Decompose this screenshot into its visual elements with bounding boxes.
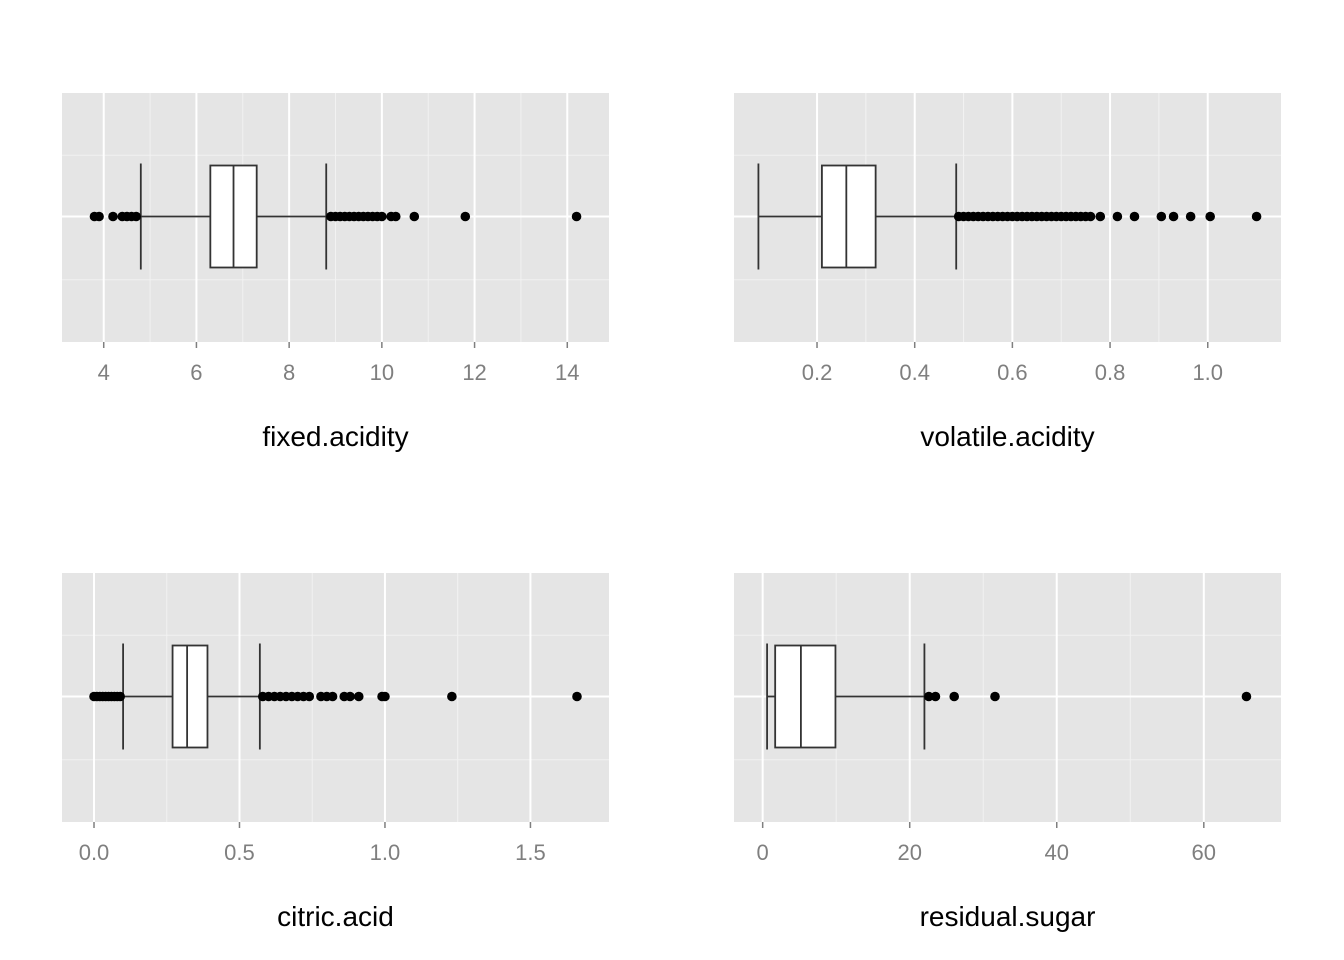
outlier-point (447, 691, 457, 702)
x-tick-label: 20 (897, 840, 921, 865)
outlier-point (327, 691, 338, 702)
outlier-point (1095, 211, 1106, 222)
outlier-point (304, 691, 315, 702)
panel-volatile-acidity: 0.2 0.4 0.6 0.8 1.0 volatile.acidity (734, 93, 1281, 452)
x-tick-label: 6 (190, 360, 202, 385)
outlier-point (131, 211, 141, 222)
x-tick-label: 0 (757, 840, 769, 865)
x-axis-title: volatile.acidity (920, 421, 1094, 452)
outlier-point (1241, 691, 1252, 702)
outlier-point (1205, 211, 1215, 222)
x-axis-title: citric.acid (277, 901, 394, 932)
x-axis-title: residual.sugar (920, 901, 1096, 932)
outlier-point (115, 691, 125, 702)
outlier-point (572, 691, 582, 702)
x-tick-label: 60 (1192, 840, 1216, 865)
x-tick-label: 1.5 (515, 840, 546, 865)
x-tick-label: 12 (462, 360, 486, 385)
x-tick-label: 1.0 (370, 840, 401, 865)
outlier-point (1251, 211, 1262, 222)
x-tick-label: 0.2 (802, 360, 833, 385)
x-tick-label: 0.5 (224, 840, 255, 865)
outlier-point (345, 691, 355, 702)
outlier-point (353, 691, 364, 702)
panel-fixed-acidity: 4 6 8 10 12 14 fixed.acidity (62, 93, 609, 452)
iqr-box (821, 164, 877, 269)
outlier-point (390, 211, 401, 222)
outlier-point (1129, 211, 1140, 222)
outlier-point (108, 211, 118, 222)
panel-residual-sugar: 0 20 40 60 residual.sugar (734, 573, 1281, 932)
x-tick-label: 4 (98, 360, 110, 385)
x-tick-label: 14 (555, 360, 579, 385)
outlier-point (1168, 211, 1179, 222)
panel-citric-acid: 0.0 0.5 1.0 1.5 citric.acid (62, 573, 609, 932)
x-tick-label: 1.0 (1192, 360, 1223, 385)
x-tick-label: 8 (283, 360, 295, 385)
x-tick-label: 0.6 (997, 360, 1028, 385)
x-tick-label: 0.8 (1095, 360, 1126, 385)
x-tick-label: 10 (370, 360, 394, 385)
outlier-point (460, 211, 471, 222)
outlier-point (1112, 211, 1123, 222)
outlier-point (94, 211, 104, 222)
x-tick-label: 0.0 (79, 840, 110, 865)
outlier-point (990, 691, 1000, 702)
x-tick-label: 0.4 (899, 360, 930, 385)
outlier-point (1156, 211, 1167, 222)
outlier-point (924, 691, 934, 702)
outlier-point (930, 691, 941, 702)
outlier-point (1085, 211, 1096, 222)
outlier-point (380, 691, 390, 702)
iqr-box (774, 644, 837, 749)
outlier-point (1185, 211, 1196, 222)
x-axis-title: fixed.acidity (262, 421, 408, 452)
x-tick-label: 40 (1045, 840, 1069, 865)
iqr-box (171, 644, 209, 749)
outlier-point (571, 211, 582, 222)
outlier-point (409, 211, 420, 222)
outlier-point (377, 211, 387, 222)
outlier-point (949, 691, 959, 702)
